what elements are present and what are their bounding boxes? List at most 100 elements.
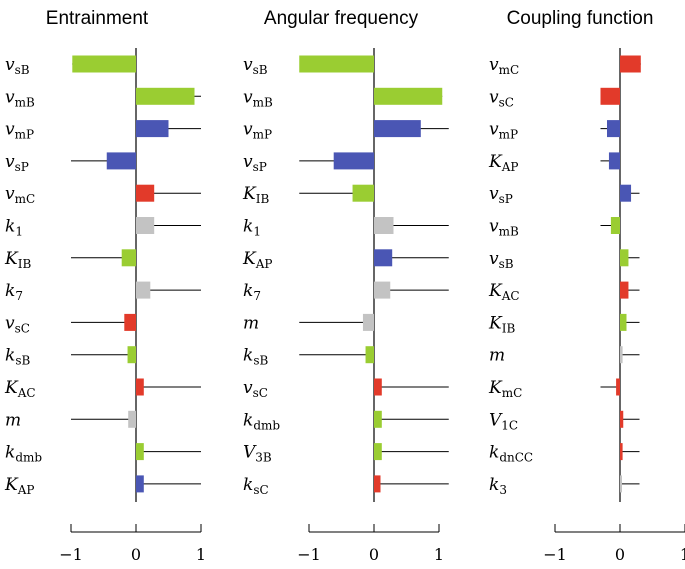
x-tick-label: 0: [369, 545, 379, 564]
bar-label: vmB: [5, 87, 35, 109]
x-tick-label: 1: [196, 545, 206, 564]
bar-label: vsC: [243, 378, 268, 400]
bar-vmP: [374, 120, 421, 138]
bar-vsB: [299, 55, 374, 73]
bar-label: vmP: [243, 120, 272, 142]
bar-vsB: [620, 249, 629, 267]
bar-label: vmB: [489, 217, 519, 239]
bar-label: vmC: [5, 184, 35, 206]
chart-panel-3: Coupling function vmC vsC vmP KAP vsP vmB vsB KA…: [488, 8, 685, 564]
bar-KAP: [608, 152, 620, 170]
bar-label: KmC: [488, 378, 522, 400]
chart-panel-1: Entrainment vsB vmB vmP vsP vmC k1 KIB k7 vsC ksB K…: [4, 8, 206, 564]
bar-KAP: [136, 475, 144, 493]
bar-label: V1C: [489, 410, 518, 432]
bar-vmB: [610, 217, 620, 234]
bar-label: ksB: [243, 346, 268, 368]
bar-vmP: [607, 120, 620, 138]
bar-kdmb: [136, 443, 144, 461]
bar-ksC: [374, 475, 381, 493]
bar-V3B: [374, 443, 382, 461]
bar-label: m: [5, 410, 21, 430]
bar-m: [362, 313, 374, 331]
bar-KmC: [616, 378, 620, 396]
bar-label: vmC: [489, 55, 519, 77]
bar-vmP: [136, 120, 169, 138]
bar-label: vsB: [489, 249, 514, 271]
bar-m: [620, 346, 623, 364]
bar-label: k7: [5, 281, 23, 303]
bar-label: kdnCC: [489, 443, 533, 465]
bar-label: m: [489, 346, 505, 366]
bar-KIB: [121, 249, 136, 267]
bar-V1C: [620, 410, 624, 428]
bar-label: KIB: [488, 313, 515, 335]
bar-k3: [620, 475, 622, 493]
bar-vmB: [136, 87, 195, 105]
bar-k7: [374, 281, 391, 299]
bar-ksB: [365, 346, 374, 364]
bar-vsC: [374, 378, 382, 396]
bar-vsP: [620, 184, 632, 202]
bar-vsP: [106, 152, 136, 170]
bar-KAC: [136, 378, 144, 396]
bar-kdnCC: [620, 443, 623, 461]
x-tick-label: 0: [615, 545, 625, 564]
panel-title: Entrainment: [46, 8, 149, 29]
bar-label: k3: [489, 475, 507, 497]
bar-vsC: [600, 87, 620, 105]
bar-label: vsP: [489, 184, 513, 206]
bar-label: kdmb: [243, 410, 280, 432]
bar-kdmb: [374, 410, 382, 428]
bar-KAC: [620, 281, 629, 299]
x-tick-label: −1: [59, 545, 83, 564]
bar-vmB: [374, 87, 443, 105]
bar-KAP: [374, 249, 393, 267]
bar-label: vsB: [5, 55, 30, 77]
bar-label: k7: [243, 281, 261, 303]
bar-label: kdmb: [5, 443, 42, 465]
bar-label: KAP: [242, 249, 272, 271]
bar-label: k1: [243, 217, 261, 239]
bar-label: m: [243, 313, 259, 333]
bar-vmC: [136, 184, 155, 202]
bar-vsC: [124, 313, 136, 331]
bar-label: vsC: [489, 87, 514, 109]
bar-KIB: [352, 184, 374, 202]
x-tick-label: 1: [680, 545, 685, 564]
bar-label: vsP: [5, 152, 29, 174]
bar-vsP: [333, 152, 374, 170]
bar-ksB: [127, 346, 136, 364]
bar-label: ksB: [5, 346, 30, 368]
bar-label: k1: [5, 217, 23, 239]
chart-panel-2: Angular frequency vsB vmB vmP vsP KIB k1 KAP k7 m…: [242, 8, 449, 564]
bar-label: KAP: [488, 152, 518, 174]
bar-vmC: [620, 55, 641, 73]
x-tick-label: 1: [434, 545, 444, 564]
bar-label: vmP: [489, 120, 518, 142]
bar-label: vsC: [5, 313, 30, 335]
bar-label: KAP: [4, 475, 34, 497]
bar-label: V3B: [243, 443, 272, 465]
bar-vsB: [72, 55, 136, 73]
panel-title: Angular frequency: [264, 8, 419, 29]
bar-label: vsP: [243, 152, 267, 174]
bar-label: KAC: [488, 281, 520, 303]
bar-k1: [136, 217, 155, 234]
bar-m: [128, 410, 136, 428]
bar-label: vmB: [243, 87, 273, 109]
bar-k7: [136, 281, 151, 299]
bar-label: KAC: [4, 378, 36, 400]
bar-label: ksC: [243, 475, 269, 497]
bar-k1: [374, 217, 394, 234]
panel-title: Coupling function: [507, 8, 654, 29]
bar-label: KIB: [4, 249, 31, 271]
bar-KIB: [620, 313, 627, 331]
x-tick-label: 0: [131, 545, 141, 564]
x-tick-label: −1: [543, 545, 567, 564]
x-tick-label: −1: [297, 545, 321, 564]
bar-label: vsB: [243, 55, 268, 77]
bar-label: vmP: [5, 120, 34, 142]
